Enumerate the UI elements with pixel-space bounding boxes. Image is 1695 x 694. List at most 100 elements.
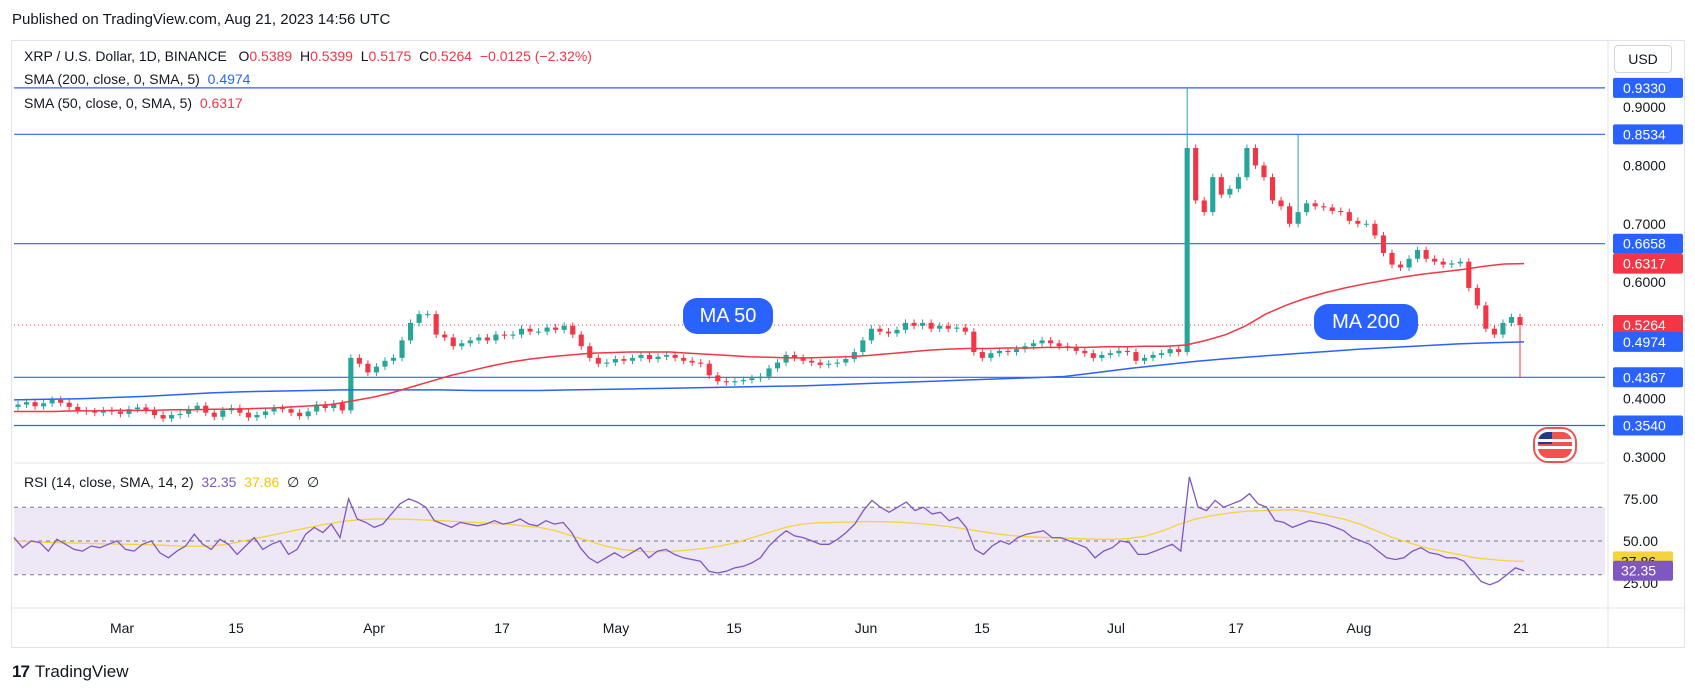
candle-body: [732, 381, 738, 383]
candle-body: [49, 399, 55, 404]
candle-body: [262, 411, 269, 416]
time-tick-label: May: [603, 620, 629, 636]
candle-body: [1227, 188, 1233, 195]
candle-body: [211, 412, 217, 417]
level-label: 0.8534: [1623, 126, 1666, 142]
candle-body: [527, 328, 533, 332]
level-label: 0.4367: [1623, 369, 1666, 385]
candle-body: [988, 353, 994, 358]
candle-body: [194, 405, 200, 410]
candle-body: [851, 352, 857, 360]
candle-body: [339, 403, 345, 411]
candle-body: [58, 399, 64, 403]
candle-body: [1457, 261, 1463, 264]
candle-body: [177, 413, 183, 416]
candle-body: [937, 325, 943, 329]
candle-body: [1380, 235, 1387, 253]
candle-body: [1466, 261, 1472, 288]
candle-body: [1440, 261, 1446, 265]
candle-body: [860, 340, 866, 353]
candle-body: [664, 354, 670, 357]
time-tick-label: Apr: [363, 620, 385, 636]
candle-body: [297, 412, 303, 417]
time-tick-label: Jul: [1107, 620, 1125, 636]
level-label: 0.3540: [1623, 418, 1666, 434]
candle-body: [1099, 354, 1105, 358]
candle-body: [442, 334, 448, 338]
candle-body: [126, 409, 132, 414]
candle-body: [894, 329, 900, 334]
candle-body: [220, 410, 226, 417]
symbol-label: XRP / U.S. Dollar, 1D, BINANCE: [24, 48, 227, 64]
candle-body: [1355, 220, 1361, 224]
rsi-ma-line: [13, 509, 1525, 563]
candle-body: [390, 357, 397, 361]
candle-body: [1278, 200, 1284, 207]
candle-body: [408, 322, 414, 341]
candle-body: [1116, 350, 1122, 354]
candle-body: [348, 357, 354, 411]
sma200-legend[interactable]: SMA (200, close, 0, SMA, 5) 0.4974: [24, 71, 250, 87]
brand-name: TradingView: [34, 662, 129, 681]
price-label: 0.5264: [1623, 317, 1666, 333]
candle-body: [1141, 357, 1148, 361]
candle-body: [672, 354, 678, 358]
open-label: O: [238, 48, 250, 64]
candle-body: [1005, 350, 1011, 353]
candle-body: [826, 363, 832, 365]
price-label: 0.6317: [1623, 256, 1666, 272]
candle-body: [1261, 165, 1267, 178]
low-label: L: [360, 48, 369, 64]
candle-body: [843, 359, 849, 363]
candle-body: [928, 322, 934, 329]
candle-body: [698, 362, 704, 364]
low-value: 0.5175: [368, 48, 412, 64]
candle-body: [954, 327, 960, 329]
candle-body: [868, 328, 874, 341]
high-value: 0.5399: [310, 48, 353, 64]
candle-body: [416, 314, 422, 323]
candle-body: [1389, 252, 1395, 265]
candle-body: [373, 366, 379, 373]
candle-body: [621, 359, 627, 361]
candle-body: [331, 403, 337, 409]
level-label-box: [1613, 415, 1683, 436]
tradingview-logo-icon: 17: [12, 662, 30, 681]
rsi-value: 32.35: [201, 474, 237, 490]
symbol-legend[interactable]: XRP / U.S. Dollar, 1D, BINANCE O0.5389 H…: [24, 48, 592, 64]
time-tick-label: Mar: [110, 620, 134, 636]
sma50-label: SMA (50, close, 0, SMA, 5): [24, 95, 193, 111]
currency-button[interactable]: USD: [1614, 45, 1672, 73]
candle-body: [766, 368, 772, 377]
price-tick-label: 0.6000: [1623, 274, 1666, 290]
candle-body: [1201, 200, 1207, 213]
candle-body: [1167, 349, 1173, 354]
candle-body: [1415, 250, 1421, 259]
candle-body: [459, 343, 465, 347]
sma50-legend[interactable]: SMA (50, close, 0, SMA, 5) 0.6317: [24, 95, 243, 111]
level-label-box: [1613, 77, 1683, 98]
rsi-legend[interactable]: RSI (14, close, SMA, 14, 2) 32.35 37.86 …: [24, 474, 319, 491]
candle-body: [1039, 340, 1045, 344]
candle-body: [783, 354, 789, 363]
tradingview-brand[interactable]: 17 TradingView: [12, 662, 128, 682]
candle-body: [544, 327, 550, 332]
candle-body: [723, 381, 729, 383]
candle-body: [706, 363, 712, 376]
candle-body: [920, 322, 926, 326]
us-flag-icon[interactable]: [1535, 429, 1575, 461]
candle-body: [1082, 350, 1088, 354]
candle-body: [23, 402, 30, 405]
candle-body: [757, 376, 764, 379]
level-label-box: [1613, 367, 1683, 388]
price-label-box: [1613, 331, 1683, 352]
level-label-box: [1613, 124, 1683, 145]
candle-body: [877, 328, 883, 332]
candle-body: [749, 378, 755, 381]
candle-body: [1304, 203, 1310, 213]
rsi-value-label: 32.35: [1621, 563, 1656, 579]
candle-body: [595, 357, 601, 364]
candle-body: [66, 402, 72, 407]
candle-body: [1432, 258, 1438, 262]
